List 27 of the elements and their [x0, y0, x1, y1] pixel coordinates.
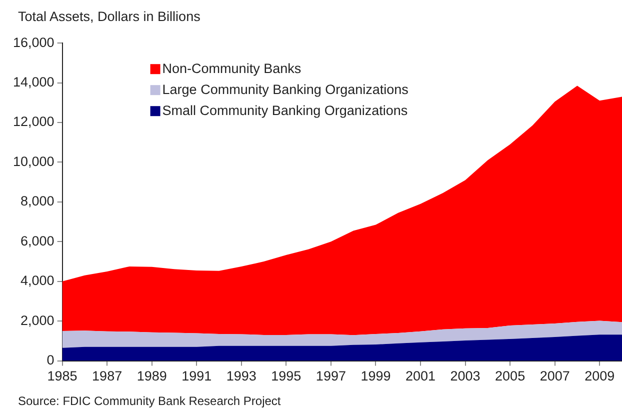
y-tick-label: 6,000	[20, 233, 54, 248]
x-tick-label: 1993	[226, 368, 256, 384]
y-tick-label: 0	[46, 352, 54, 368]
legend-label: Small Community Banking Organizations	[162, 102, 408, 118]
source-note: Source: FDIC Community Bank Research Project	[18, 394, 281, 408]
y-tick-label: 10,000	[12, 154, 54, 169]
y-tick-label: 4,000	[20, 273, 54, 288]
x-tick-label: 1991	[182, 368, 212, 384]
y-tick-label: 12,000	[12, 114, 54, 130]
y-tick-label: 2,000	[20, 312, 54, 328]
legend-label: Non-Community Banks	[162, 60, 302, 76]
x-tick-label: 2007	[540, 368, 570, 384]
x-tick-label: 1987	[92, 368, 122, 384]
x-tick-label: 1997	[316, 368, 346, 384]
x-tick-label: 2001	[405, 368, 436, 384]
x-tick-label: 2003	[450, 368, 480, 384]
y-tick-label: 16,000	[12, 34, 54, 50]
x-tick-label: 1985	[47, 368, 78, 384]
legend-label: Large Community Banking Organizations	[162, 82, 409, 97]
x-tick-label: 1989	[136, 368, 167, 384]
x-tick-label: 1995	[271, 368, 302, 384]
y-tick-label: 8,000	[20, 194, 54, 209]
x-tick-label: 1999	[360, 368, 391, 384]
x-tick-label: 2005	[495, 368, 526, 384]
y-tick-label: 14,000	[12, 74, 54, 90]
x-tick-label: 2009	[584, 368, 615, 384]
chart-title: Total Assets, Dollars in Billions	[18, 9, 200, 24]
